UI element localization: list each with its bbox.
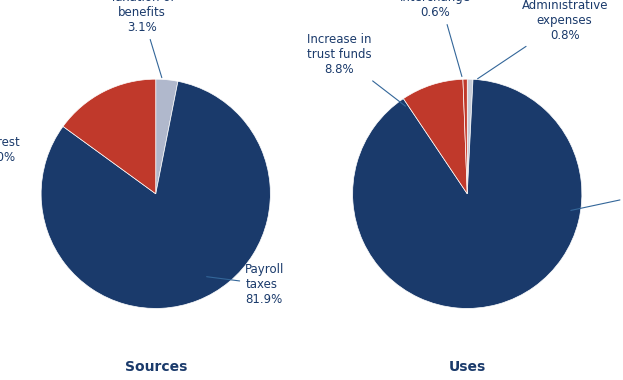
Text: Administrative
expenses
0.8%: Administrative expenses 0.8% (478, 0, 608, 79)
Wedge shape (353, 79, 582, 309)
Text: Uses: Uses (449, 360, 486, 374)
Text: Payroll
taxes
81.9%: Payroll taxes 81.9% (207, 263, 285, 306)
Wedge shape (404, 79, 467, 194)
Wedge shape (63, 79, 156, 194)
Wedge shape (41, 81, 270, 309)
Text: Railroad
Retirement
financial
interchange
0.6%: Railroad Retirement financial interchang… (399, 0, 470, 76)
Text: Increase in
trust funds
8.8%: Increase in trust funds 8.8% (307, 33, 406, 106)
Text: Sources: Sources (125, 360, 187, 374)
Text: Benefit
payments
89.8%: Benefit payments 89.8% (571, 171, 623, 214)
Wedge shape (463, 79, 467, 194)
Wedge shape (156, 79, 178, 194)
Wedge shape (467, 79, 473, 194)
Text: Interest
15.0%: Interest 15.0% (0, 136, 21, 164)
Text: Taxation of
benefits
3.1%: Taxation of benefits 3.1% (110, 0, 174, 78)
